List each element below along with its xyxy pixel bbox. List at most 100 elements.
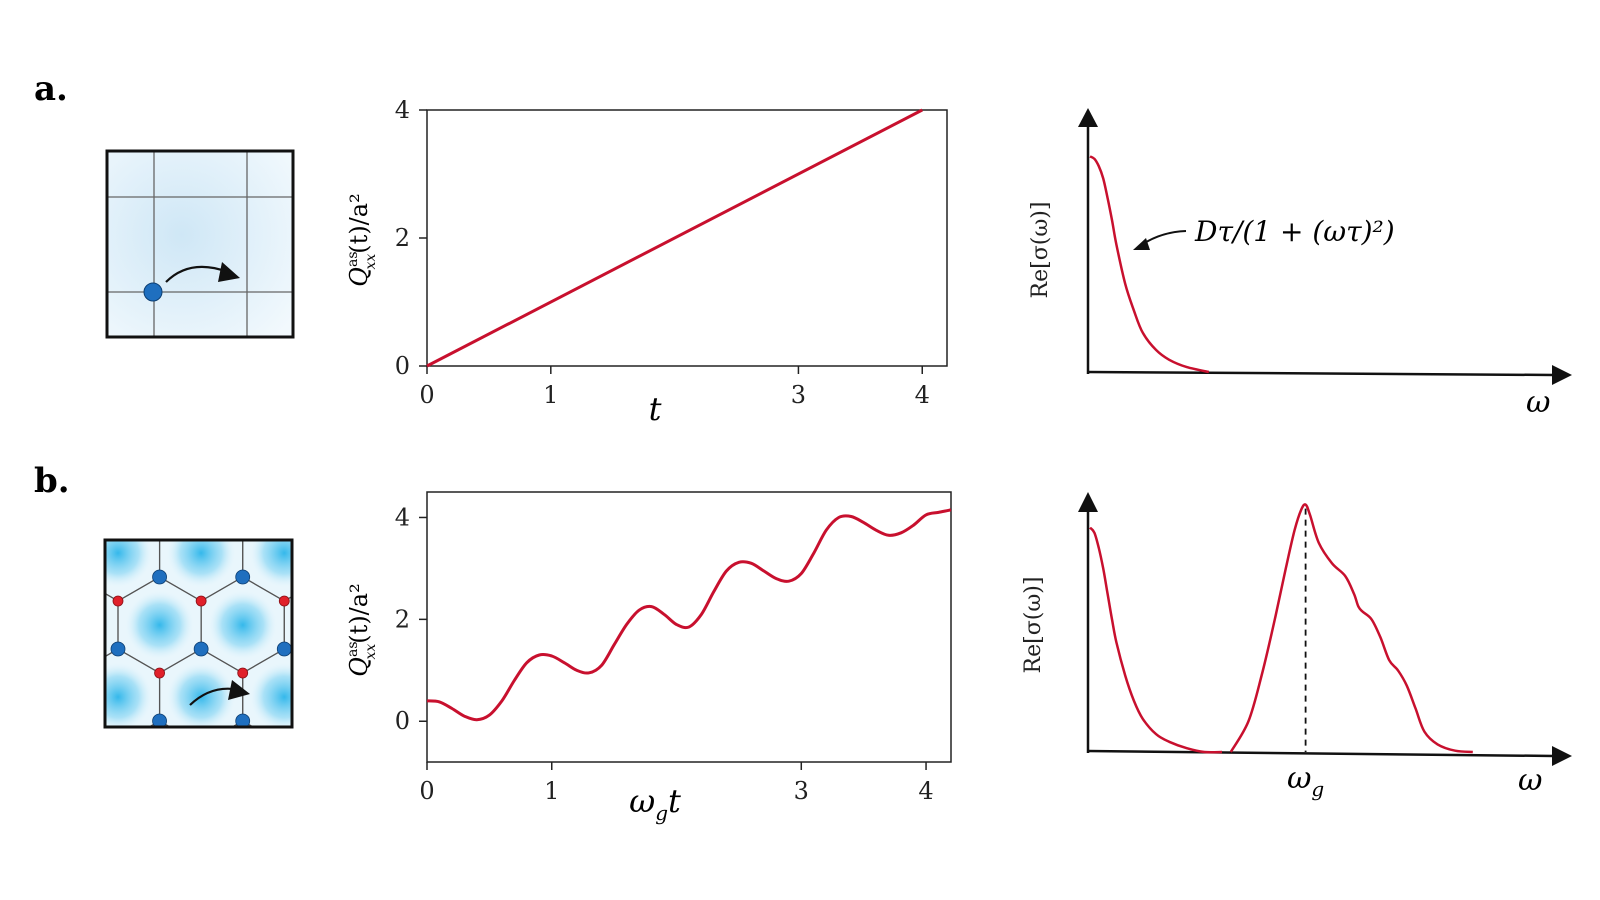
lattice-bond — [160, 505, 202, 529]
sublattice-site-blue — [236, 426, 250, 440]
chart-b-xtick-label: 0 — [419, 777, 434, 805]
sublattice-site-red — [279, 740, 289, 750]
sublattice-site-red — [404, 668, 414, 678]
lattice-bond — [243, 433, 285, 457]
lattice-bond — [409, 433, 451, 457]
sublattice-site-red — [446, 452, 456, 462]
lattice-bond — [326, 505, 368, 529]
lattice-bond — [160, 433, 202, 457]
orbital-glow — [0, 662, 69, 731]
chart-linear-growth: 0 1 3 4 0 2 4 t Qas xx(t)/a² — [345, 96, 948, 428]
sublattice-site-red — [30, 596, 40, 606]
chart-b-series-line — [426, 508, 952, 722]
orbital-glow — [249, 540, 292, 588]
chart-a-ytick-label: 4 — [395, 96, 410, 124]
orbital-glow — [291, 734, 360, 803]
chart-a-xtick-label: 1 — [543, 381, 558, 409]
chart-a-ylabel: Qas xx(t)/a² — [345, 193, 379, 286]
sublattice-site-red — [321, 668, 331, 678]
sublattice-site-blue — [319, 426, 333, 440]
sublattice-site-red — [155, 524, 165, 534]
lattice-bond — [35, 577, 77, 601]
sublattice-site-red — [195, 595, 207, 607]
sketch-drude-and-gap-peak: ωg Re[σ(ω)] ω — [1021, 492, 1572, 801]
orbital-glow — [166, 540, 236, 588]
sublattice-site-blue — [277, 786, 291, 800]
lattice-bond — [105, 592, 119, 602]
sublattice-site-red — [321, 524, 331, 534]
sublattice-site-red — [278, 595, 290, 607]
orbital-glow — [42, 734, 111, 803]
lattice-bond — [231, 720, 244, 727]
lattice-bond — [243, 505, 285, 529]
lattice-bond — [117, 576, 160, 602]
sketch-b-x-axis — [1087, 749, 1555, 758]
lattice-bond — [242, 720, 255, 727]
lattice-bond — [76, 505, 118, 529]
lattice-bond — [367, 793, 409, 817]
lattice-bond — [201, 505, 243, 529]
sketch-a-xlabel: ω — [1526, 385, 1550, 420]
lattice-bond — [147, 720, 160, 727]
lattice-bond — [35, 793, 77, 817]
lattice-bond — [160, 505, 202, 529]
sublattice-site-blue — [194, 786, 208, 800]
sublattice-site-blue — [444, 498, 458, 512]
chart-a-xlabel: t — [649, 390, 662, 428]
lattice-bond — [284, 793, 326, 817]
lattice-bond — [409, 649, 451, 673]
sublattice-site-blue — [111, 786, 125, 800]
orbital-glow — [291, 446, 360, 515]
sublattice-site-blue — [69, 570, 83, 584]
lattice-bond — [201, 793, 243, 817]
sublattice-site-blue — [360, 786, 374, 800]
lattice-bond — [35, 505, 77, 529]
lattice-bond — [118, 433, 160, 457]
lattice-bond — [201, 433, 243, 457]
lattice-bond — [160, 793, 202, 817]
lattice-bond — [76, 505, 118, 529]
lattice-bond — [159, 576, 202, 602]
lattice-bond — [0, 721, 35, 745]
chart-b-ylabel: Qas xx(t)/a² — [345, 583, 379, 676]
chart-b-xlabel: ωgt — [629, 782, 681, 825]
sublattice-site-blue — [28, 786, 42, 800]
lattice-bond — [35, 649, 77, 673]
chart-a-frame — [426, 109, 948, 367]
lattice-bond — [105, 648, 119, 658]
sublattice-site-blue — [402, 426, 416, 440]
orbital-glow — [166, 662, 236, 727]
sublattice-site-red — [112, 595, 124, 607]
sketch-b-xtick-label: ωg — [1287, 761, 1324, 801]
sublattice-site-blue — [111, 498, 125, 512]
sublattice-site-blue — [276, 641, 292, 657]
orbital-glow — [125, 734, 194, 803]
lattice-bond — [326, 793, 368, 817]
sublattice-site-red — [113, 452, 123, 462]
sublattice-site-red — [321, 812, 331, 822]
sublattice-site-blue — [444, 642, 458, 656]
chart-b-xtick-label: 3 — [794, 777, 809, 805]
lattice-bond — [118, 505, 160, 529]
sublattice-site-blue — [69, 426, 83, 440]
chart-a-ytick-label: 2 — [395, 224, 410, 252]
lattice-bond — [76, 433, 118, 457]
orbital-glow — [105, 540, 153, 588]
sublattice-site-blue — [235, 713, 251, 727]
lattice-bond — [367, 433, 409, 457]
lattice-bond — [35, 577, 77, 601]
lattice-bond — [284, 433, 326, 457]
chart-a-xtick-label: 3 — [791, 381, 806, 409]
sublattice-site-red — [71, 524, 81, 534]
sublattice-site-red — [238, 524, 248, 534]
sublattice-site-blue — [152, 569, 167, 585]
sublattice-site-red — [446, 740, 456, 750]
sublattice-site-blue — [194, 498, 208, 512]
lattice-bond — [0, 505, 35, 529]
lattice-bond — [118, 505, 160, 529]
sublattice-site-red — [154, 667, 165, 679]
sublattice-site-red — [446, 596, 456, 606]
panel-label-a: a. — [34, 69, 68, 109]
